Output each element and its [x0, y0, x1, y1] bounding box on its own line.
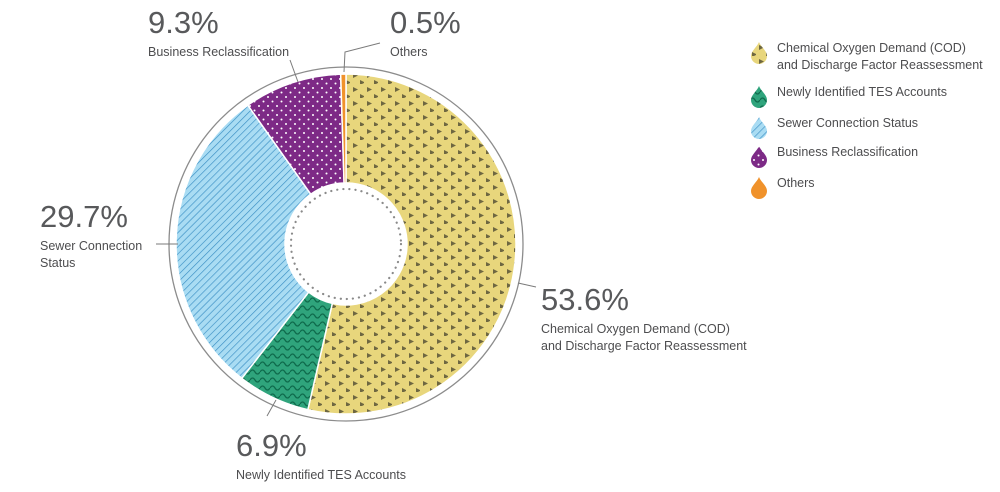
legend-label-chemical-oxygen-demand-cod-and-discharge-factor-reassessment: and Discharge Factor Reassessment — [777, 58, 983, 72]
legend-droplet-others — [751, 177, 767, 199]
legend-label-sewer-connection-status: Sewer Connection Status — [777, 116, 918, 130]
slice-label-others: Others — [390, 45, 428, 59]
slice-label-sewer-connection-status: Sewer Connection — [40, 239, 142, 253]
percent-label-others: 0.5% — [390, 5, 461, 40]
legend-label-business-reclassification: Business Reclassification — [777, 145, 918, 159]
percent-label-sewer-connection-status: 29.7% — [40, 199, 128, 234]
slice-label-chemical-oxygen-demand-cod-and-discharge-factor-reassessment: and Discharge Factor Reassessment — [541, 339, 747, 353]
leader-line-business-reclassification — [289, 59, 299, 83]
slice-label-newly-identified-tes-accounts: Newly Identified TES Accounts — [236, 468, 406, 482]
leader-line-chemical-oxygen-demand-cod-and-discharge-factor-reassessment — [517, 282, 537, 288]
legend: Chemical Oxygen Demand (COD) and Discharg… — [751, 41, 983, 199]
legend-droplet-chemical-oxygen-demand-cod-and-discharge-factor-reassessment — [751, 42, 767, 64]
legend-label-newly-identified-tes-accounts: Newly Identified TES Accounts — [777, 85, 947, 99]
center-dotted-ring — [289, 187, 403, 301]
donut-hole — [285, 183, 407, 305]
donut-center — [285, 183, 407, 305]
leader-line-others — [343, 42, 381, 73]
percent-label-newly-identified-tes-accounts: 6.9% — [236, 428, 307, 463]
legend-droplet-business-reclassification — [751, 146, 767, 168]
slice-label-sewer-connection-status: Status — [40, 256, 75, 270]
slice-label-chemical-oxygen-demand-cod-and-discharge-factor-reassessment: Chemical Oxygen Demand (COD) — [541, 322, 730, 336]
leader-lines — [156, 42, 537, 417]
percent-label-chemical-oxygen-demand-cod-and-discharge-factor-reassessment: 53.6% — [541, 282, 629, 317]
percent-label-business-reclassification: 9.3% — [148, 5, 219, 40]
legend-label-chemical-oxygen-demand-cod-and-discharge-factor-reassessment: Chemical Oxygen Demand (COD) — [777, 41, 966, 55]
legend-droplet-newly-identified-tes-accounts — [751, 86, 767, 108]
leader-line-newly-identified-tes-accounts — [266, 399, 277, 417]
donut-slices — [175, 73, 517, 415]
slice-labels: 53.6% Chemical Oxygen Demand (COD) and Dis… — [40, 5, 747, 482]
legend-label-others: Others — [777, 176, 815, 190]
legend-droplet-sewer-connection-status — [751, 117, 767, 139]
slice-label-business-reclassification: Business Reclassification — [148, 45, 289, 59]
